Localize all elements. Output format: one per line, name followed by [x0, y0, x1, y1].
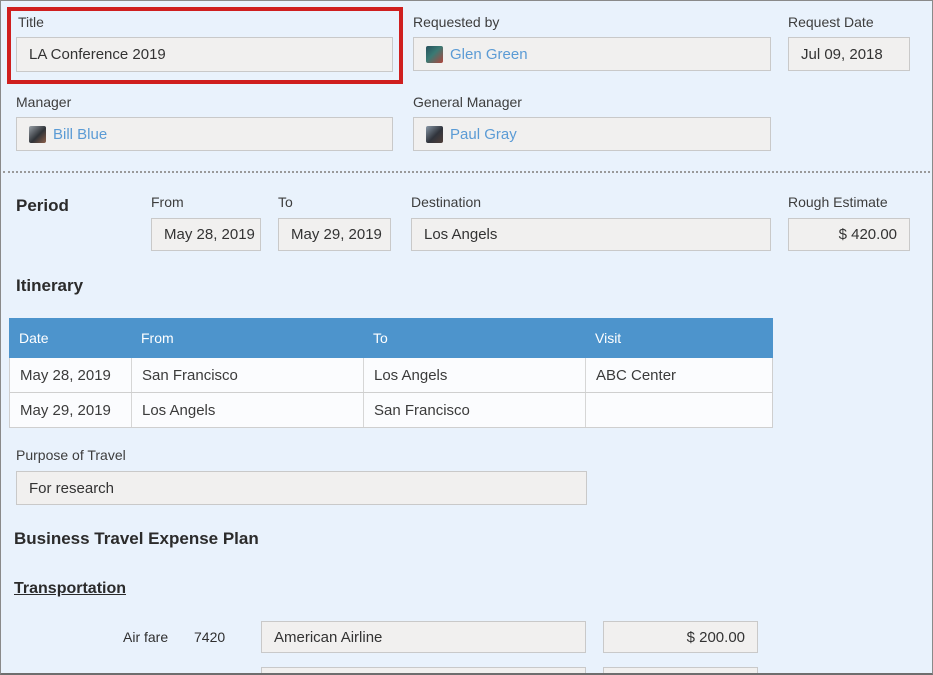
- request-date-value: Jul 09, 2018: [801, 45, 883, 63]
- section-divider: [3, 171, 930, 173]
- air-fare-description-input[interactable]: American Airline: [261, 621, 586, 653]
- cell-date: May 28, 2019: [10, 358, 132, 392]
- user-avatar-icon: [426, 125, 443, 143]
- cell-from: San Francisco: [132, 358, 364, 392]
- general-manager-label: General Manager: [413, 94, 522, 110]
- cell-visit: ABC Center: [596, 366, 677, 384]
- purpose-label: Purpose of Travel: [16, 447, 126, 463]
- air-fare-amount-input[interactable]: $ 200.00: [603, 621, 758, 653]
- column-header-to: To: [373, 330, 388, 346]
- period-to-input[interactable]: May 29, 2019: [278, 218, 391, 251]
- period-from-label: From: [151, 194, 184, 210]
- table-row: May 28, 2019 San Francisco Los Angels AB…: [9, 358, 773, 393]
- requested-by-field[interactable]: Glen Green: [413, 37, 771, 71]
- itinerary-heading: Itinerary: [16, 276, 84, 295]
- air-fare-label: Air fare: [123, 629, 169, 645]
- itinerary-table: Date From To Visit May 28, 2019 San Fran…: [9, 318, 773, 428]
- destination-label: Destination: [411, 194, 482, 210]
- next-expense-description-input[interactable]: [261, 667, 586, 673]
- user-avatar-icon: [426, 45, 443, 63]
- title-value: LA Conference 2019: [29, 46, 166, 63]
- manager-link[interactable]: Bill Blue: [53, 125, 108, 143]
- title-input[interactable]: LA Conference 2019: [16, 37, 393, 72]
- column-header-visit: Visit: [595, 330, 622, 346]
- cell-date: May 29, 2019: [10, 393, 132, 427]
- period-to-value: May 29, 2019: [291, 226, 382, 243]
- request-date-label: Request Date: [788, 14, 874, 30]
- expense-plan-heading: Business Travel Expense Plan: [14, 529, 259, 548]
- period-from-value: May 28, 2019: [164, 226, 255, 243]
- rough-estimate-input[interactable]: $ 420.00: [788, 218, 910, 251]
- cell-visit: [586, 393, 772, 427]
- general-manager-field[interactable]: Paul Gray: [413, 117, 771, 151]
- purpose-value: For research: [29, 479, 115, 497]
- period-to-label: To: [278, 194, 293, 210]
- cell-from: Los Angels: [132, 393, 364, 427]
- rough-estimate-value: $ 420.00: [838, 226, 897, 243]
- cell-to: San Francisco: [364, 393, 586, 427]
- user-avatar-icon: [29, 125, 46, 143]
- destination-value: Los Angels: [424, 226, 498, 243]
- general-manager-link[interactable]: Paul Gray: [450, 125, 517, 143]
- period-section-heading: Period: [16, 196, 69, 215]
- manager-person: Bill Blue: [29, 125, 108, 143]
- air-fare-amount-value: $ 200.00: [686, 628, 745, 646]
- column-header-from: From: [141, 330, 174, 346]
- transportation-heading: Transportation: [14, 580, 127, 597]
- requested-by-link[interactable]: Glen Green: [450, 45, 528, 63]
- next-expense-amount-input[interactable]: [603, 667, 758, 673]
- destination-input[interactable]: Los Angels: [411, 218, 771, 251]
- title-highlight-box: [7, 7, 403, 84]
- purpose-input[interactable]: For research: [16, 471, 587, 505]
- rough-estimate-label: Rough Estimate: [788, 194, 888, 210]
- air-fare-description-value: American Airline: [274, 628, 383, 646]
- requested-by-label: Requested by: [413, 14, 500, 30]
- title-label: Title: [18, 14, 44, 30]
- manager-field[interactable]: Bill Blue: [16, 117, 393, 151]
- requested-by-person: Glen Green: [426, 45, 528, 63]
- itinerary-table-header: Date From To Visit: [9, 318, 773, 358]
- table-row: May 29, 2019 Los Angels San Francisco: [9, 393, 773, 428]
- column-header-date: Date: [19, 330, 49, 346]
- air-fare-code: 7420: [194, 629, 226, 645]
- general-manager-person: Paul Gray: [426, 125, 517, 143]
- cell-to: Los Angels: [364, 358, 586, 392]
- manager-label: Manager: [16, 94, 72, 110]
- request-date-input[interactable]: Jul 09, 2018: [788, 37, 910, 71]
- period-from-input[interactable]: May 28, 2019: [151, 218, 261, 251]
